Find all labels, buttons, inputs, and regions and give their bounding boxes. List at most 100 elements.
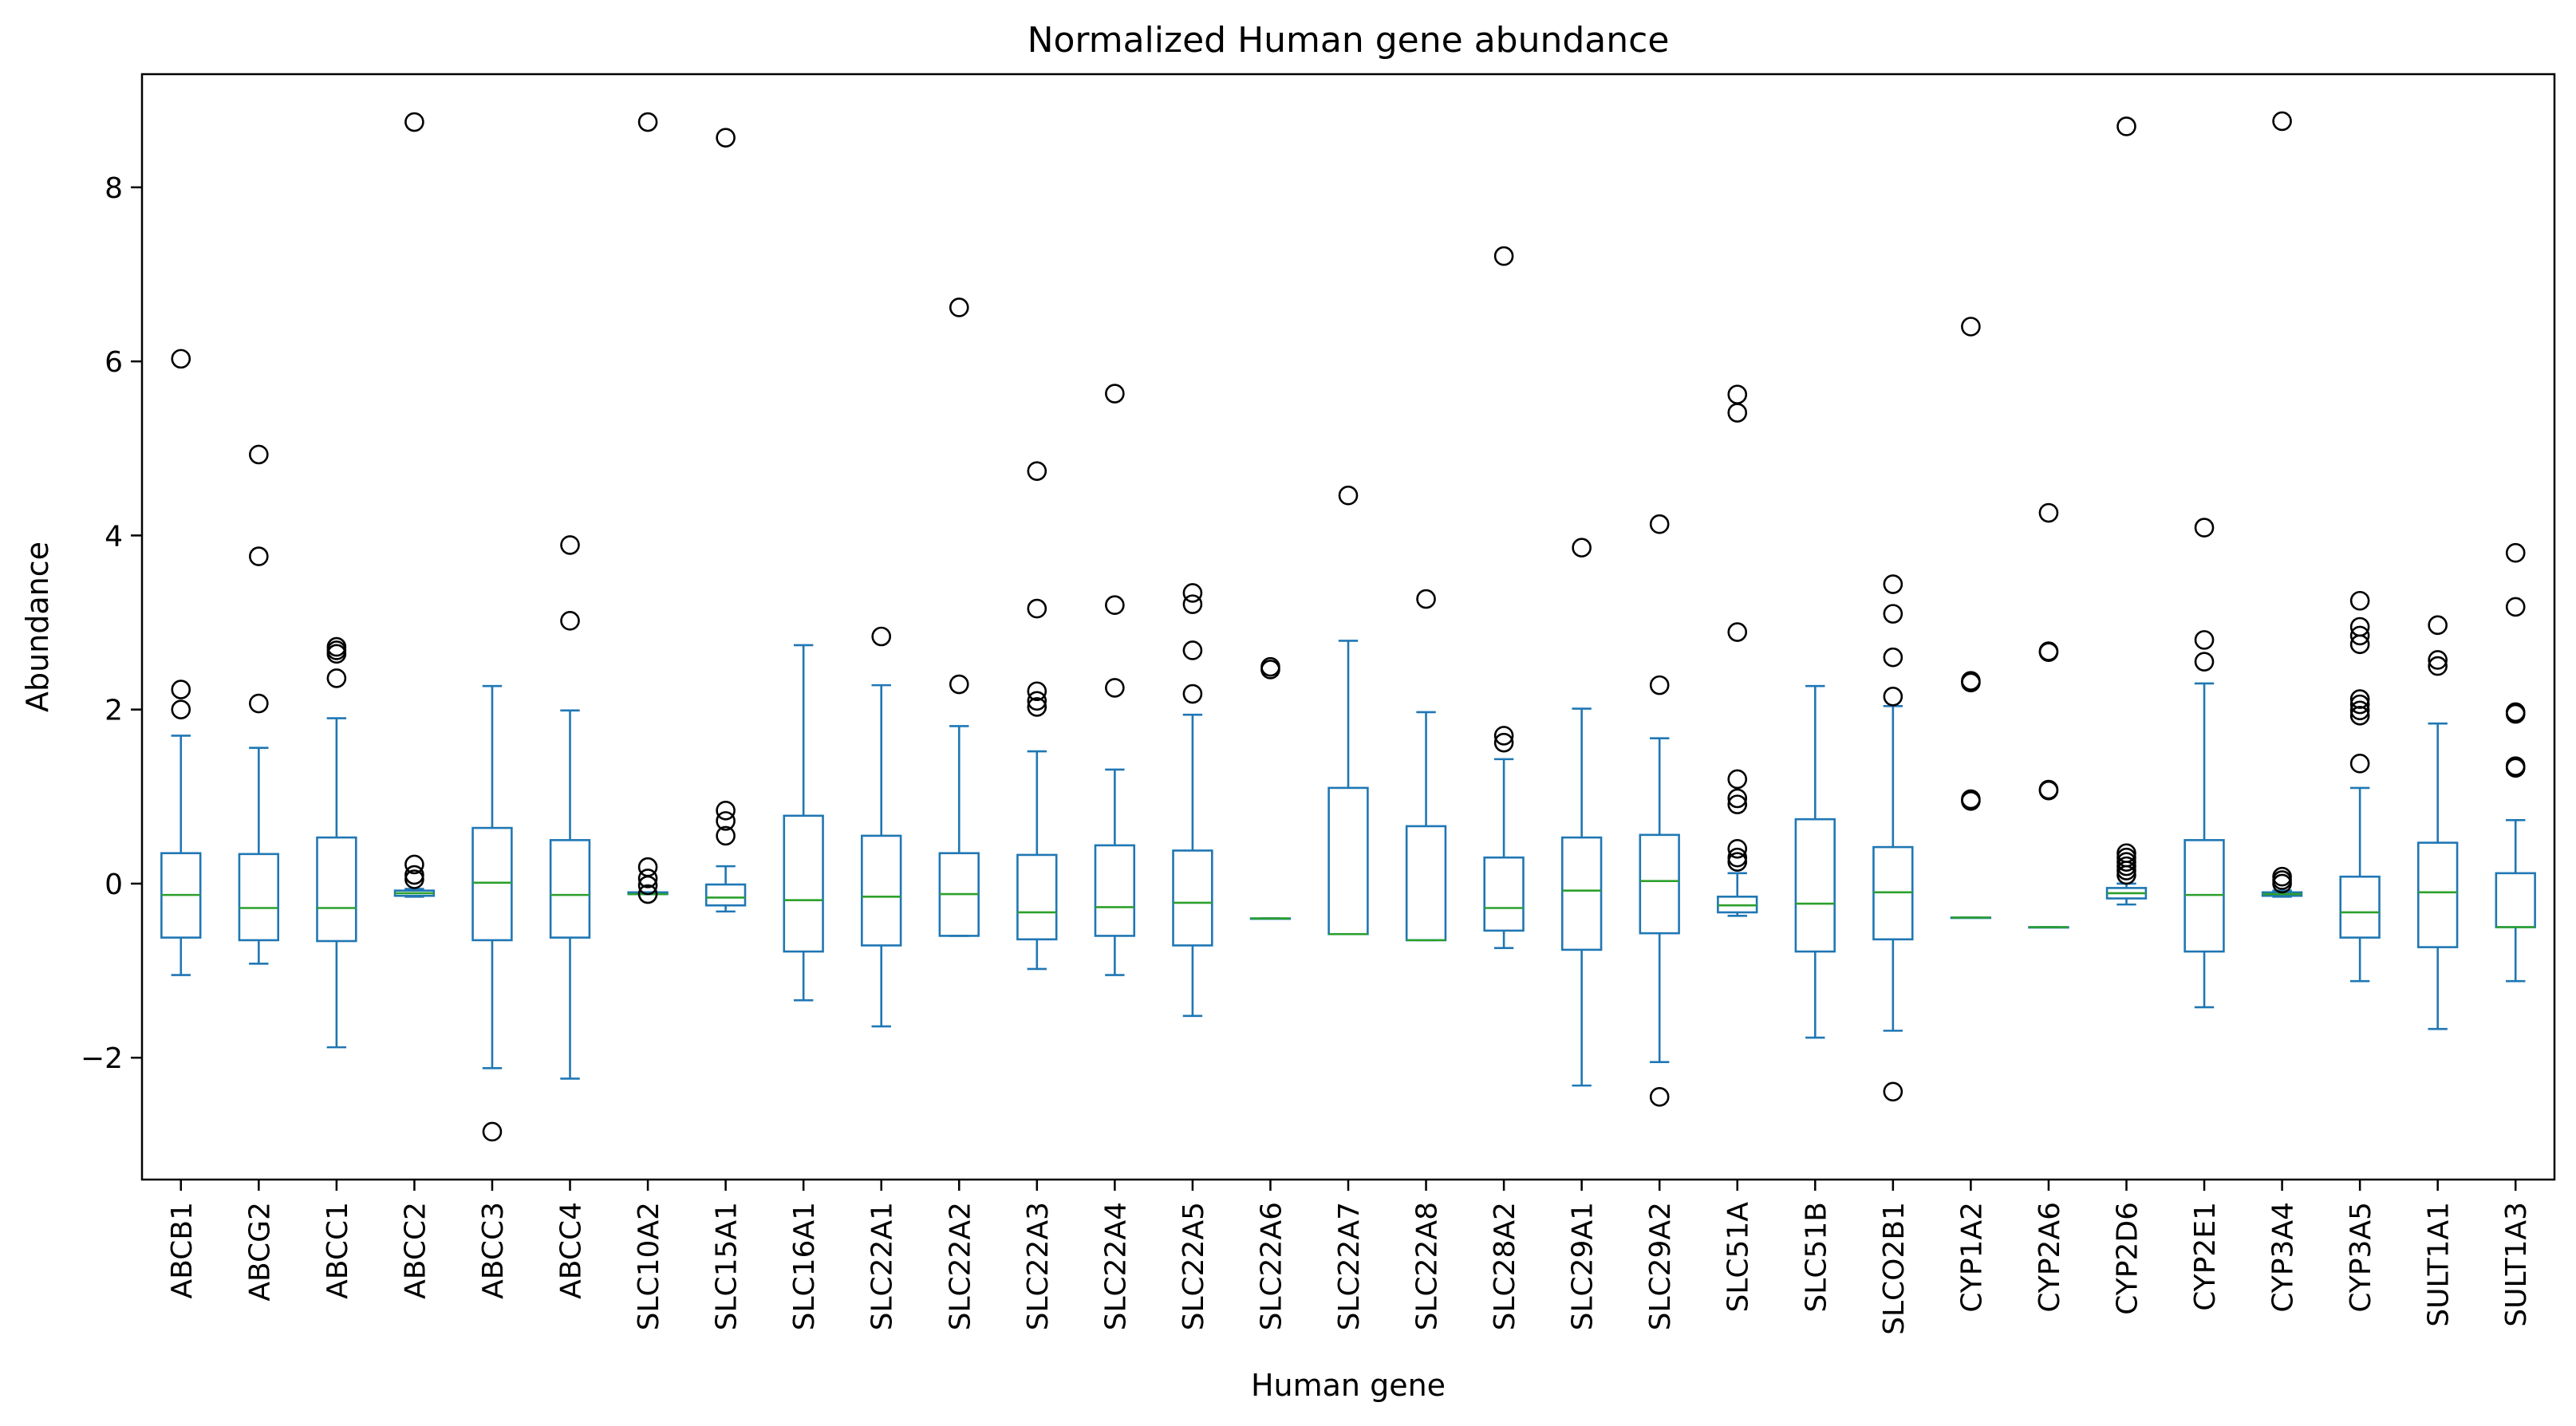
outlier-point bbox=[249, 693, 269, 714]
box-iqr bbox=[238, 853, 280, 942]
x-tick-label: ABCC4 bbox=[555, 1202, 588, 1299]
box-iqr bbox=[1094, 844, 1136, 937]
plot-frame bbox=[140, 73, 2556, 1181]
outlier-point bbox=[2505, 758, 2526, 778]
box-iqr bbox=[1560, 836, 1603, 951]
x-tick-label: SLC10A2 bbox=[633, 1202, 665, 1330]
box-iqr bbox=[471, 826, 513, 942]
outlier-point bbox=[1883, 687, 1903, 707]
outlier-point bbox=[2505, 703, 2526, 724]
outlier-point bbox=[1493, 732, 1514, 753]
x-tick-label: SLC22A1 bbox=[866, 1202, 899, 1330]
outlier-point bbox=[1883, 604, 1903, 624]
box-slc15a1 bbox=[704, 128, 747, 913]
outlier-point bbox=[2505, 597, 2526, 617]
box-slc10a2 bbox=[627, 112, 669, 904]
x-tick-label: SULT1A1 bbox=[2423, 1202, 2456, 1327]
outlier-point bbox=[560, 611, 580, 631]
outlier-point bbox=[2428, 656, 2448, 676]
outlier-point bbox=[1727, 769, 1748, 790]
x-tick-label: SLC51B bbox=[1800, 1202, 1832, 1313]
outlier-point bbox=[404, 865, 424, 885]
box-abcc1 bbox=[316, 636, 357, 1049]
outlier-point bbox=[1727, 403, 1748, 423]
outlier-point bbox=[637, 112, 658, 132]
box-iqr bbox=[2339, 875, 2381, 939]
outlier-point bbox=[2194, 652, 2215, 672]
outlier-point bbox=[2038, 642, 2059, 662]
x-tick-label: CYP2E1 bbox=[2189, 1202, 2222, 1311]
box-iqr bbox=[704, 883, 747, 907]
outlier-point bbox=[482, 1121, 503, 1142]
outlier-point bbox=[1572, 538, 1592, 557]
box-cyp2a6 bbox=[2028, 502, 2069, 929]
outlier-point bbox=[2272, 873, 2292, 894]
outlier-point bbox=[404, 854, 424, 875]
outlier-point bbox=[871, 626, 892, 647]
outlier-point bbox=[2349, 706, 2370, 726]
outlier-point bbox=[1182, 640, 1203, 660]
outlier-point bbox=[1182, 683, 1203, 704]
x-tick-label: SLC22A3 bbox=[1022, 1202, 1055, 1330]
outlier-point bbox=[404, 112, 424, 132]
outlier-point bbox=[2116, 116, 2136, 136]
x-tick-label: SLC51A bbox=[1722, 1202, 1755, 1313]
outlier-point bbox=[1182, 594, 1203, 614]
box-iqr bbox=[1405, 825, 1447, 942]
box-cyp2d6 bbox=[2105, 116, 2148, 906]
outlier-point bbox=[2194, 630, 2215, 650]
x-axis-label: Human gene bbox=[1251, 1368, 1446, 1403]
outlier-point bbox=[1416, 589, 1436, 609]
y-tick-label: 0 bbox=[105, 869, 123, 901]
outlier-point bbox=[1027, 691, 1047, 711]
outlier-point bbox=[1961, 317, 1981, 337]
box-iqr bbox=[861, 834, 902, 947]
outlier-point bbox=[171, 680, 191, 699]
outlier-point bbox=[1961, 672, 1981, 693]
outlier-point bbox=[171, 349, 191, 369]
y-tick-label: 4 bbox=[105, 520, 123, 553]
outlier-point bbox=[716, 811, 736, 831]
box-slco2b1 bbox=[1872, 574, 1914, 1102]
outlier-point bbox=[716, 825, 736, 846]
outlier-point bbox=[1649, 675, 1670, 695]
outlier-point bbox=[2194, 518, 2215, 538]
outlier-point bbox=[716, 800, 736, 821]
x-axis: ABCB1 ABCG2 ABCC1 ABCC2 ABCC3 ABCC4 SLC10A2 SLC… bbox=[166, 1180, 2533, 1335]
outlier-point bbox=[2349, 700, 2370, 721]
outlier-point bbox=[949, 297, 969, 317]
box-slc22a7 bbox=[1327, 485, 1369, 936]
outlier-point bbox=[1105, 384, 1125, 404]
outlier-point bbox=[2038, 502, 2059, 523]
x-tick-label: SLC15A1 bbox=[711, 1202, 744, 1330]
x-tick-label: CYP3A4 bbox=[2267, 1202, 2300, 1313]
box-abcg2 bbox=[238, 444, 280, 965]
box-slc22a8 bbox=[1405, 589, 1447, 942]
outlier-point bbox=[171, 699, 191, 719]
x-tick-label: CYP1A2 bbox=[1955, 1202, 1988, 1313]
outlier-point bbox=[1027, 598, 1047, 619]
x-tick-label: CYP2A6 bbox=[2034, 1202, 2066, 1313]
outlier-point bbox=[2349, 625, 2370, 646]
box-iqr bbox=[1016, 853, 1058, 941]
x-tick-label: SULT1A3 bbox=[2500, 1202, 2533, 1327]
outlier-point bbox=[1727, 788, 1748, 809]
x-tick-label: SLC22A8 bbox=[1411, 1202, 1444, 1330]
outlier-point bbox=[326, 668, 347, 688]
outlier-point bbox=[2349, 694, 2370, 715]
x-tick-label: ABCG2 bbox=[243, 1202, 276, 1302]
outlier-point bbox=[1883, 574, 1903, 594]
x-tick-label: SLC29A2 bbox=[1644, 1202, 1677, 1330]
box-slc22a6 bbox=[1249, 656, 1292, 920]
box-abcc3 bbox=[471, 684, 513, 1142]
y-tick-label: −2 bbox=[81, 1042, 123, 1075]
box-iqr bbox=[783, 814, 824, 953]
box-iqr bbox=[1639, 833, 1680, 935]
y-tick-label: 8 bbox=[105, 172, 123, 205]
box-cyp3a4 bbox=[2261, 111, 2303, 898]
outlier-point bbox=[1027, 681, 1047, 702]
outlier-point bbox=[949, 674, 969, 695]
x-tick-label: SLC22A4 bbox=[1099, 1202, 1132, 1330]
outlier-point bbox=[637, 869, 658, 888]
box-iqr bbox=[1327, 786, 1369, 936]
